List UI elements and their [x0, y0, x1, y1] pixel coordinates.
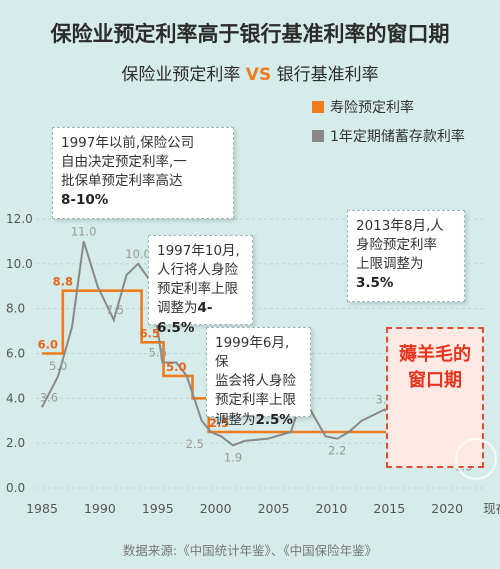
y-axis-ticks: 0.0 2.0 4.0 6.0 8.0 10.0 12.0 [6, 212, 33, 495]
data-label: 2.2 [328, 444, 346, 458]
data-label: 10.0 [125, 247, 151, 261]
legend-swatch-insurance [312, 101, 324, 113]
y-tick-label: 2.0 [6, 436, 25, 450]
annotation-1997-oct-line2: 人行将人身险 [157, 262, 238, 279]
annotation-pre-1997-line1: 1997年以前,保险公司 [61, 135, 195, 151]
data-label: 6.0 [38, 338, 58, 352]
annotation-1999-jun-line4: 调整为2.5% [215, 411, 302, 430]
x-tick-label: 1995 [142, 501, 174, 516]
x-tick-label: 2020 [431, 501, 463, 516]
subtitle-left: 保险业预定利率 [121, 65, 241, 85]
x-axis-ticks: 1985 1990 1995 2000 2005 2010 2015 2020 现在 [26, 501, 500, 516]
chart-title: 保险业预定利率高于银行基准利率的窗口期 [50, 22, 450, 46]
annotation-pre-1997-line3: 批保单预定利率高达 [61, 173, 183, 190]
annotation-2013-aug-line2: 身险预定利率 [356, 237, 437, 254]
data-label: 7.5 [106, 303, 124, 317]
data-label: 8.8 [53, 275, 73, 289]
annotation-1999-jun-line3: 预定利率上限 [215, 392, 296, 409]
window-period-label: 薅羊毛的 窗口期 [386, 342, 484, 394]
x-tick-label: 2000 [200, 501, 232, 516]
y-tick-label: 6.0 [6, 347, 25, 361]
legend-item-insurance: 寿险预定利率 [312, 97, 465, 117]
legend-swatch-deposit [312, 130, 324, 142]
legend-item-deposit: 1年定期储蓄存款利率 [312, 126, 465, 146]
annotation-2013-aug-line3: 上限调整为 [356, 256, 424, 273]
annotation-1997-oct-line3: 预定利率上限 [157, 281, 238, 298]
annotation-1997-oct-line4b: 4-6.5% [157, 300, 213, 336]
data-source: 数据来源:《中国统计年鉴》、《中国保险年鉴》 [122, 543, 378, 558]
data-label: 2.5 [186, 437, 204, 451]
annotation-1997-oct: 1997年10月, 人行将人身险 预定利率上限 调整为4-6.5% [148, 235, 253, 336]
annotation-1999-jun-line1: 1999年6月,保 [215, 335, 290, 371]
annotation-1999-jun-line4b: 2.5% [255, 411, 293, 428]
data-label: 2.5 [209, 416, 229, 430]
y-tick-label: 0.0 [6, 481, 25, 495]
x-tick-label: 2005 [258, 501, 290, 516]
annotation-1999-jun: 1999年6月,保 监会将人身险 预定利率上限 调整为2.5% [206, 327, 311, 428]
annotation-1999-jun-line2: 监会将人身险 [215, 373, 296, 390]
legend: 寿险预定利率 1年定期储蓄存款利率 [312, 97, 465, 155]
y-tick-label: 12.0 [6, 212, 33, 226]
series-line-0 [42, 289, 468, 434]
chart-subtitle: 保险业预定利率 VS 银行基准利率 [0, 60, 500, 85]
x-tick-label: 2010 [315, 501, 347, 516]
x-tick-label: 1990 [84, 501, 116, 516]
annotation-pre-1997-line2: 自由决定预定利率,一 [61, 154, 187, 171]
y-tick-label: 4.0 [6, 391, 25, 405]
annotation-2013-aug-line4: 3.5% [356, 275, 394, 292]
data-label: 11.0 [71, 224, 97, 238]
data-label: 3.6 [40, 390, 58, 404]
annotation-2013-aug: 2013年8月,人 身险预定利率 上限调整为 3.5% [347, 210, 465, 302]
window-label-line2: 窗口期 [408, 370, 462, 392]
annotation-1997-oct-line1: 1997年10月, [157, 243, 240, 259]
annotation-1999-jun-line4a: 调整为 [215, 411, 256, 428]
y-tick-label: 8.0 [6, 302, 25, 316]
subtitle-right: 银行基准利率 [276, 65, 379, 85]
data-label: 5.0 [49, 359, 67, 373]
window-label-line1: 薅羊毛的 [399, 344, 471, 365]
data-label: 6.5 [139, 326, 159, 340]
annotation-pre-1997-line4: 8-10% [61, 192, 109, 209]
data-label: 5.6 [149, 345, 167, 359]
legend-label-insurance: 寿险预定利率 [330, 100, 414, 116]
x-tick-label: 现在 [483, 501, 500, 516]
legend-label-deposit: 1年定期储蓄存款利率 [330, 129, 465, 145]
x-tick-label: 2015 [373, 501, 405, 516]
annotation-1997-oct-line4: 调整为4-6.5% [157, 299, 244, 337]
annotation-2013-aug-line1: 2013年8月,人 [356, 218, 444, 234]
annotation-1997-oct-line4a: 调整为 [157, 300, 198, 317]
x-tick-label: 1985 [26, 501, 58, 516]
annotation-pre-1997: 1997年以前,保险公司 自由决定预定利率,一 批保单预定利率高达 8-10% [52, 127, 234, 219]
data-label: 1.9 [224, 450, 242, 464]
data-label: 5.0 [166, 360, 186, 374]
y-tick-label: 10.0 [6, 257, 33, 271]
watermark-logo [455, 438, 497, 480]
subtitle-vs: VS [245, 65, 272, 85]
